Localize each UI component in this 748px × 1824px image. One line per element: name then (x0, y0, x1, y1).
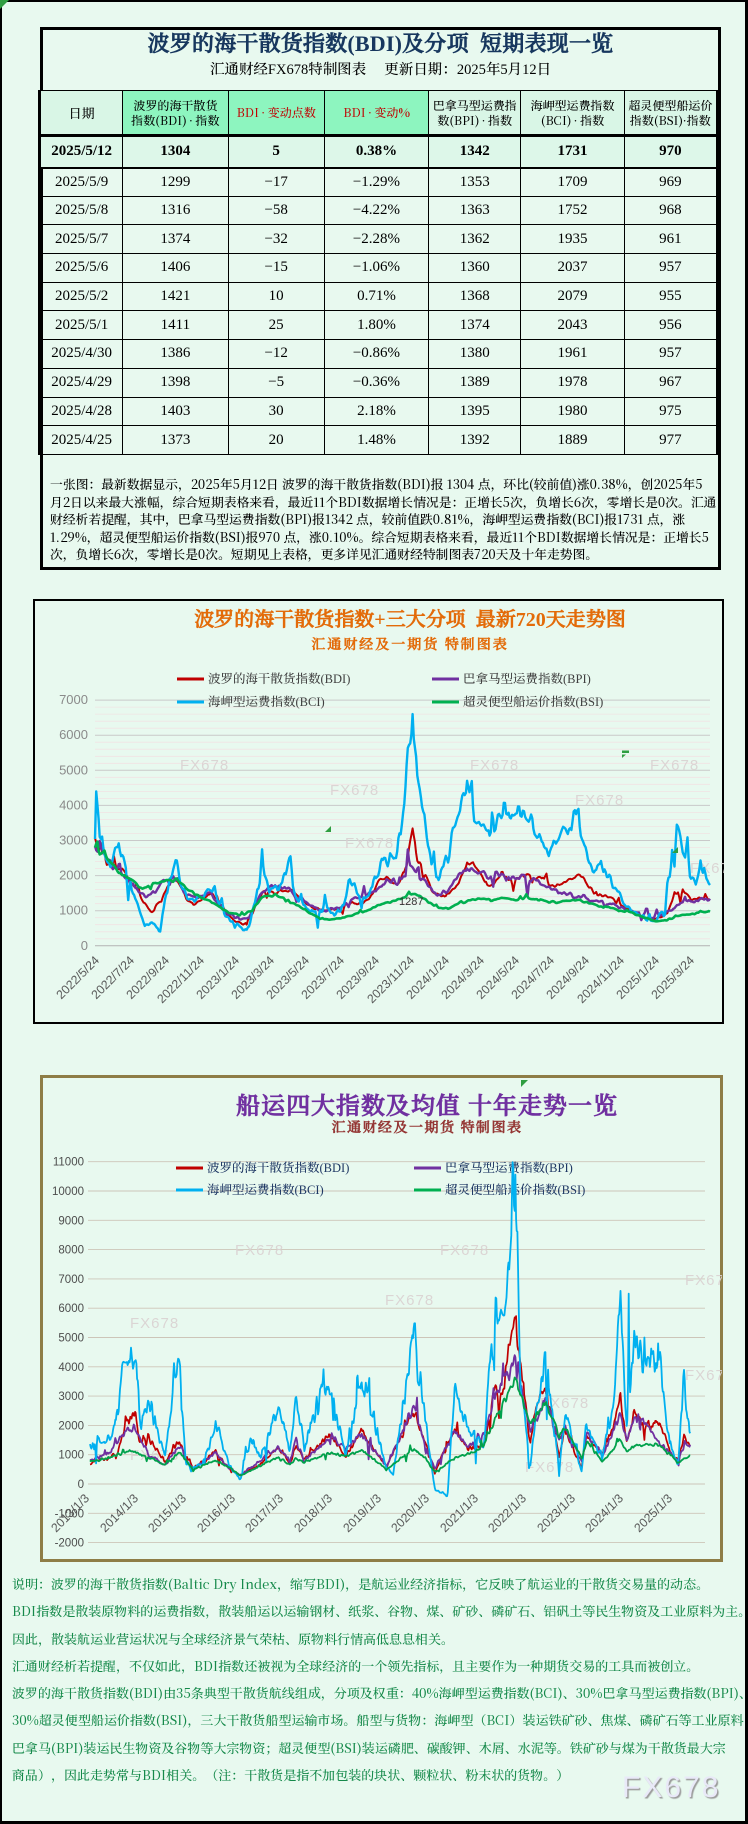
svg-text:FX678: FX678 (575, 792, 624, 809)
svg-text:巴拿马型运费指数(BPI): 巴拿马型运费指数(BPI) (445, 1161, 573, 1175)
svg-text:FX678: FX678 (525, 1459, 574, 1476)
svg-text:10000: 10000 (52, 1186, 84, 1198)
svg-text:6000: 6000 (59, 727, 88, 742)
svg-text:FX678: FX678 (330, 782, 379, 799)
svg-text:船运四大指数及均值 十年走势一览: 船运四大指数及均值 十年走势一览 (236, 1092, 618, 1120)
svg-text:海岬型运费指数(BCI): 海岬型运费指数(BCI) (207, 1183, 324, 1197)
svg-text:1287: 1287 (399, 896, 423, 908)
svg-text:FX678: FX678 (685, 1367, 722, 1384)
svg-text:1000: 1000 (58, 1450, 84, 1462)
svg-text:FX678: FX678 (385, 1292, 434, 1309)
svg-text:FX678: FX678 (440, 1242, 489, 1259)
svg-text:3000: 3000 (58, 1391, 84, 1403)
svg-text:汇通财经及一期货 特制图表: 汇通财经及一期货 特制图表 (332, 1119, 523, 1136)
svg-text:FX678: FX678 (470, 757, 519, 774)
svg-text:11000: 11000 (53, 1157, 84, 1169)
svg-text:汇通财经及一期货 特制图表: 汇通财经及一期货 特制图表 (311, 636, 509, 653)
svg-text:FX678: FX678 (235, 1242, 284, 1259)
svg-text:0: 0 (81, 938, 88, 953)
svg-text:FX678: FX678 (180, 757, 229, 774)
svg-text:超灵便型船运价指数(BSI): 超灵便型船运价指数(BSI) (463, 695, 603, 709)
svg-text:7000: 7000 (58, 1274, 84, 1286)
svg-text:0: 0 (78, 1479, 84, 1491)
svg-text:5000: 5000 (58, 1333, 84, 1345)
svg-text:8000: 8000 (58, 1245, 84, 1257)
svg-text:FX678: FX678 (345, 835, 394, 852)
svg-text:-2000: -2000 (55, 1538, 84, 1550)
svg-text:-1000: -1000 (55, 1508, 84, 1520)
svg-text:5000: 5000 (59, 762, 88, 777)
svg-text:波罗的海干散货指数(BDI): 波罗的海干散货指数(BDI) (207, 1161, 349, 1175)
svg-text:FX678: FX678 (685, 1272, 722, 1289)
svg-text:巴拿马型运费指数(BPI): 巴拿马型运费指数(BPI) (463, 672, 591, 686)
svg-text:7000: 7000 (59, 692, 88, 707)
svg-text:波罗的海干散货指数+三大分项 最新720天走势图: 波罗的海干散货指数+三大分项 最新720天走势图 (194, 608, 625, 631)
svg-text:FX678: FX678 (650, 757, 699, 774)
svg-text:2000: 2000 (59, 868, 88, 883)
svg-text:1000: 1000 (59, 903, 88, 918)
svg-text:FX678: FX678 (690, 860, 724, 877)
svg-text:2000: 2000 (58, 1420, 84, 1432)
svg-text:波罗的海干散货指数(BDI): 波罗的海干散货指数(BDI) (208, 672, 350, 686)
svg-text:4000: 4000 (58, 1362, 84, 1374)
svg-text:3000: 3000 (59, 833, 88, 848)
svg-text:海岬型运费指数(BCI): 海岬型运费指数(BCI) (208, 695, 325, 709)
svg-text:6000: 6000 (58, 1303, 84, 1315)
svg-text:FX678: FX678 (130, 1315, 179, 1332)
svg-text:9000: 9000 (58, 1215, 84, 1227)
svg-text:4000: 4000 (59, 797, 88, 812)
